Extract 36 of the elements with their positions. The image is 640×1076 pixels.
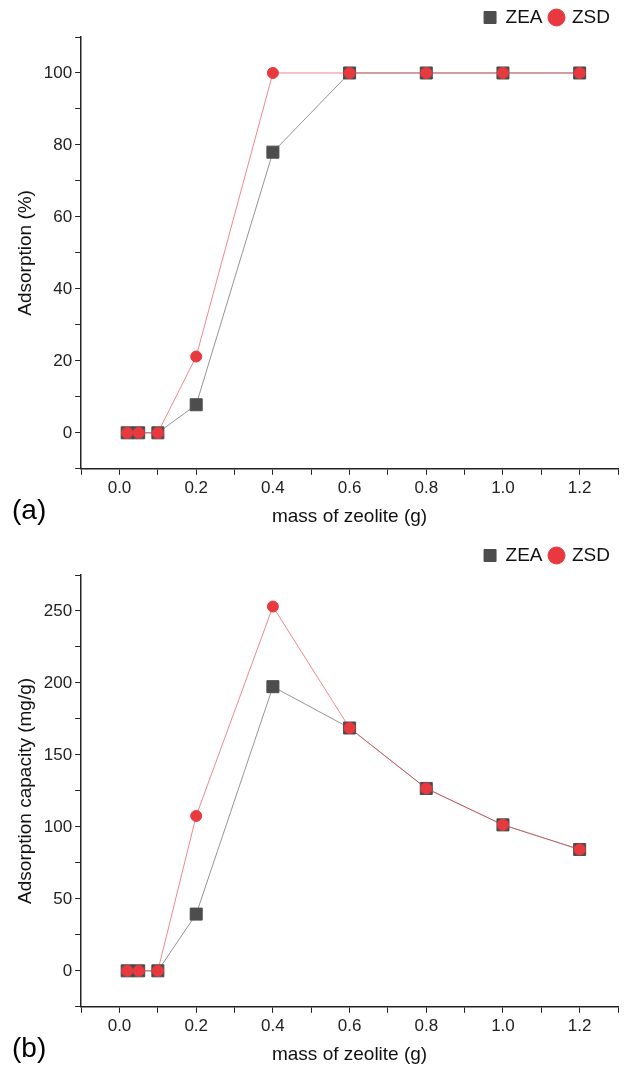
x-tick-label: 1.0 [491, 477, 515, 497]
y-axis-title: Adsorption (%) [13, 190, 35, 316]
x-tick-label: 1.2 [567, 477, 592, 497]
text: (b) [12, 1031, 47, 1063]
y-tick-label: 50 [53, 888, 73, 908]
y-tick-label: 200 [43, 672, 73, 692]
x-tick-label: 1.2 [567, 1015, 592, 1035]
x-tick-label: 0.4 [261, 1015, 285, 1035]
y-tick-label: 0 [62, 960, 73, 980]
legend-label: ZEA [505, 543, 543, 565]
x-tick-label: 0.0 [107, 1015, 132, 1035]
y-tick-label: 80 [53, 134, 73, 154]
x-axis-title: mass of zeolite (g) [271, 504, 428, 526]
legend-label: ZSD [572, 5, 610, 27]
x-tick-label: 0.4 [261, 477, 285, 497]
y-tick-label: 250 [43, 600, 73, 620]
text: (a) [12, 493, 47, 525]
y-tick-label: 0 [62, 422, 73, 442]
legend-label: ZSD [572, 543, 610, 565]
x-tick-label: 0.2 [184, 1015, 209, 1035]
x-tick-label: 0.8 [414, 477, 439, 497]
x-tick-label: 0.0 [107, 477, 132, 497]
y-tick-label: 100 [43, 62, 73, 82]
y-tick-label: 60 [53, 206, 73, 226]
y-tick-label: 100 [43, 816, 73, 836]
y-tick-label: 20 [53, 350, 73, 370]
x-tick-label: 0.8 [414, 1015, 439, 1035]
x-axis-title: mass of zeolite (g) [271, 1042, 428, 1064]
legend-label: ZEA [505, 5, 543, 27]
x-tick-label: 0.6 [337, 477, 362, 497]
x-tick-label: 1.0 [491, 1015, 515, 1035]
y-axis-title: Adsorption capacity (mg/g) [13, 677, 35, 904]
x-tick-label: 0.6 [337, 1015, 362, 1035]
x-tick-label: 0.2 [184, 477, 209, 497]
y-tick-label: 40 [53, 278, 73, 298]
y-tick-label: 150 [43, 744, 73, 764]
